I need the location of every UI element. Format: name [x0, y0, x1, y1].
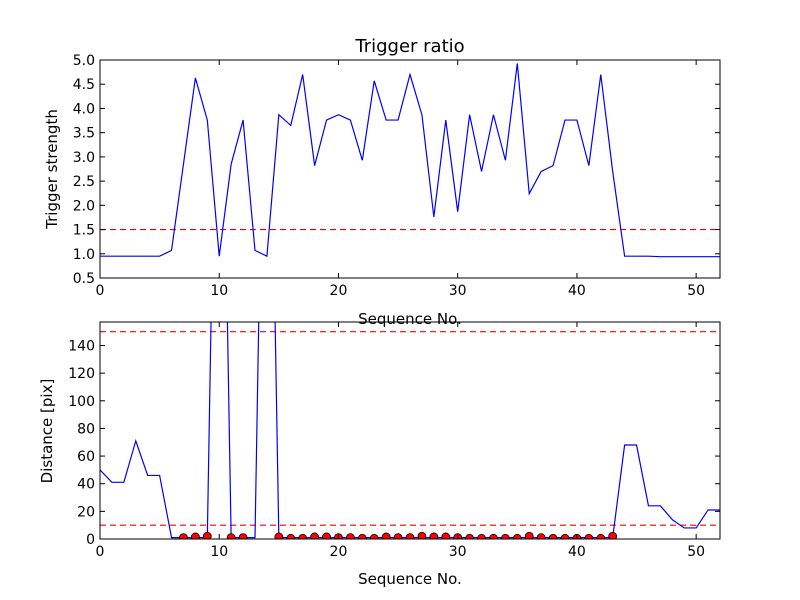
y-tick-label: 5.0	[73, 53, 95, 69]
y-tick-label: 1.5	[73, 223, 95, 239]
data-point-marker	[190, 532, 200, 539]
y-tick-label: 3.0	[73, 150, 95, 166]
data-point-marker	[322, 532, 331, 539]
data-point-marker	[500, 533, 510, 539]
data-point-marker	[298, 533, 308, 539]
x-tick-label: 0	[96, 283, 105, 299]
x-tick-label: 20	[330, 283, 348, 299]
data-point-marker	[512, 533, 522, 539]
x-tick-label: 50	[687, 544, 705, 560]
data-point-marker	[417, 531, 427, 539]
data-point-marker	[393, 533, 403, 539]
data-point-marker	[381, 532, 391, 539]
x-tick-label: 10	[210, 283, 228, 299]
data-point-marker	[345, 533, 355, 539]
data-point-marker	[179, 533, 188, 539]
plot-frame	[99, 59, 721, 279]
data-point-marker	[369, 533, 379, 539]
y-tick-label: 2.5	[73, 174, 95, 190]
y-tick-label: 4.0	[73, 101, 95, 117]
data-point-marker	[441, 532, 451, 539]
trigger-plot-area: 0 10 20 30 40 50 0.5 1.0 1.5 2.0 2.5 3.0 3.5 4.0 4.5 5.…	[73, 53, 721, 299]
data-point-marker	[477, 533, 486, 539]
y-axis-label: Trigger strength	[43, 109, 61, 230]
y-tick-label: 1.0	[73, 247, 95, 263]
data-point-marker	[238, 533, 248, 539]
data-point-marker	[357, 533, 367, 539]
y-tick-label: 100	[68, 394, 95, 410]
trigger-ratio-chart: Trigger ratio 0 10 20 30 40 50 0.5 1.0 1.5 2.0 2.5…	[43, 36, 721, 328]
data-point-marker	[584, 533, 594, 539]
data-point-marker	[524, 531, 534, 539]
y-tick-label: 120	[68, 366, 95, 382]
plot-frame	[99, 321, 721, 540]
x-tick-label: 30	[449, 544, 467, 560]
x-tick-label: 30	[449, 283, 467, 299]
y-tick-label: 0.5	[73, 271, 95, 287]
data-point-marker	[465, 533, 475, 539]
data-point-marker	[608, 531, 618, 539]
y-tick-label: 2.0	[73, 198, 95, 214]
y-tick-label: 60	[77, 449, 95, 465]
data-point-marker	[596, 533, 606, 539]
x-tick-label: 0	[96, 544, 105, 560]
plot-content	[100, 63, 720, 258]
series-line	[100, 63, 720, 258]
distance-chart: 0 10 20 30 40 50 0 20 40 60 80 100 120 140 Sequence N…	[38, 321, 721, 588]
data-point-marker	[226, 533, 236, 539]
y-tick-label: 40	[77, 477, 95, 493]
y-axis-label: Distance [pix]	[38, 379, 56, 484]
data-point-marker	[536, 533, 546, 539]
data-point-marker	[286, 533, 296, 539]
data-point-marker	[489, 533, 498, 539]
data-point-marker	[202, 531, 212, 539]
y-tick-label: 140	[68, 338, 95, 354]
y-tick-label: 20	[77, 504, 95, 520]
data-point-marker	[310, 532, 320, 539]
x-tick-label: 10	[210, 544, 228, 560]
data-point-marker	[274, 532, 284, 539]
data-point-marker	[560, 533, 570, 539]
data-point-marker	[429, 532, 439, 539]
y-tick-label: 3.5	[73, 126, 95, 142]
x-axis-label: Sequence No.	[358, 310, 462, 328]
data-point-marker	[548, 533, 558, 539]
x-tick-label: 20	[330, 544, 348, 560]
y-tick-label: 0	[86, 532, 95, 548]
x-tick-label: 50	[687, 283, 705, 299]
y-tick-label: 4.5	[73, 77, 95, 93]
distance-plot-area: 0 10 20 30 40 50 0 20 40 60 80 100 120 140	[68, 321, 721, 560]
plot-content	[100, 322, 720, 539]
x-axis-label: Sequence No.	[358, 570, 462, 588]
y-tick-label: 80	[77, 421, 95, 437]
data-point-marker	[405, 533, 415, 539]
x-tick-label: 40	[568, 283, 586, 299]
chart-title: Trigger ratio	[354, 36, 464, 57]
x-tick-label: 40	[568, 544, 586, 560]
